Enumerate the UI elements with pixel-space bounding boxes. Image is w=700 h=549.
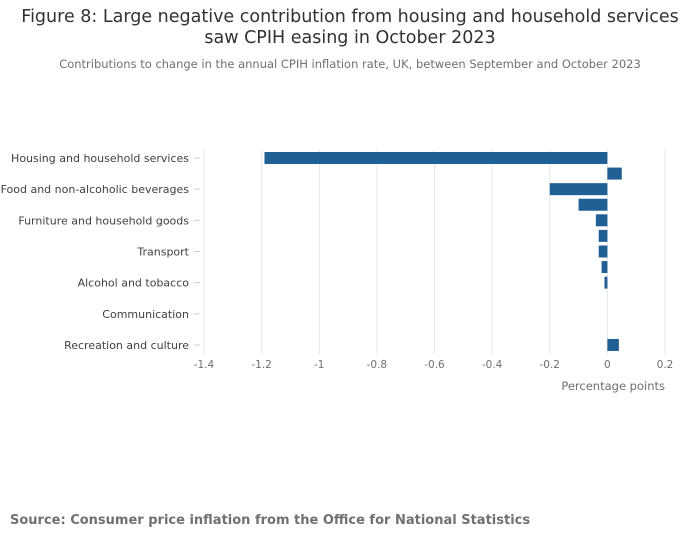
x-tick-label: -0.4 [482,359,503,371]
x-tick-label: -0.2 [540,359,561,371]
bar[interactable] [601,261,608,274]
category-label: Communication [102,308,189,321]
x-tick-label: -0.8 [367,359,388,371]
category-label: Alcohol and tobacco [78,277,190,290]
x-tick-label: -1.2 [251,359,272,371]
chart-subtitle: Contributions to change in the annual CP… [59,57,641,71]
bar[interactable] [598,229,608,242]
bar[interactable] [604,276,608,289]
category-label: Furniture and household goods [18,214,189,227]
bar[interactable] [607,338,619,351]
category-label: Housing and household services [11,152,189,165]
x-tick-label: 0.2 [657,359,674,371]
chart-title: Figure 8: Large negative contribution fr… [21,7,679,48]
category-label: Food and non-alcoholic beverages [1,183,190,196]
bars [264,152,622,351]
bar[interactable] [607,167,622,180]
category-label: Transport [136,245,189,258]
x-tick-label: -1.4 [194,359,215,371]
y-axis-labels: Housing and household services Food and n… [1,152,200,352]
bar[interactable] [549,183,608,196]
bar[interactable] [595,214,608,227]
x-tick-label: 0 [604,359,611,371]
x-axis-title: Percentage points [561,379,665,393]
x-tick-label: -0.6 [424,359,445,371]
bar[interactable] [598,245,608,258]
bar[interactable] [264,152,608,164]
x-tick-label: -1 [314,359,324,371]
gridlines [203,150,666,354]
category-label: Recreation and culture [64,339,189,352]
bar[interactable] [578,198,608,211]
x-axis-ticks: -1.4 -1.2 -1 -0.8 -0.6 -0.4 -0.2 0 0.2 [194,359,674,371]
source-note: Source: Consumer price inflation from th… [10,513,531,528]
